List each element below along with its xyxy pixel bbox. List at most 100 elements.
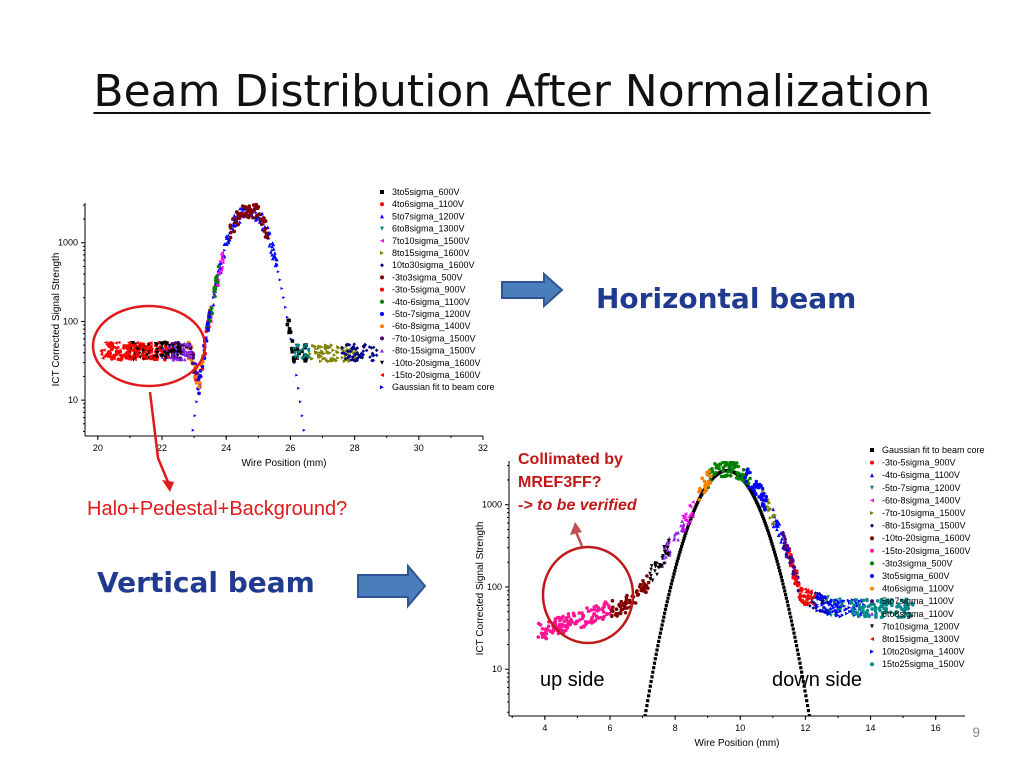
data-point [650,578,655,583]
data-point [681,529,686,533]
data-point [704,487,708,492]
data-point [569,619,573,623]
plot-area [99,203,379,432]
data-point [752,483,757,487]
gaussian-fit-point [780,579,784,583]
y-tick-label: 10 [68,395,78,405]
data-point [272,253,277,258]
legend-marker [380,202,384,207]
legend-entry: Gaussian fit to beam core [882,445,985,455]
gaussian-fit-point [659,627,663,631]
data-point [829,607,834,611]
data-point [820,595,824,599]
data-point [247,204,251,208]
data-point [273,251,277,255]
data-point [688,504,693,509]
data-point [207,314,211,319]
data-point [773,513,777,517]
gaussian-fit-point [795,644,799,648]
data-point [368,355,372,359]
data-point [201,354,205,358]
data-point [270,241,275,245]
gaussian-fit-point [647,694,651,698]
data-point [828,600,833,605]
legend-marker [870,536,874,541]
data-point [833,598,837,602]
data-point [755,484,760,489]
gaussian-fit-point [784,593,788,597]
data-point [767,508,771,513]
data-point [791,575,795,580]
data-point [890,598,894,602]
gaussian-fit-point [794,639,798,643]
data-point [741,468,746,472]
gaussian-fit-point [289,337,293,341]
data-point [836,599,841,604]
data-point [620,607,625,612]
data-point [590,615,594,620]
data-point [198,369,203,373]
gaussian-fit-point [652,661,657,665]
gaussian-fit-point [778,572,783,576]
data-point [803,587,807,591]
data-point [236,222,240,227]
data-point [344,352,348,357]
data-point [210,311,214,316]
data-point [679,523,683,528]
data-point [374,353,379,357]
series-points [697,469,713,502]
data-point [243,213,247,218]
legend-marker [870,637,874,641]
data-point [360,355,364,360]
data-point [248,210,253,214]
legend-entry: -8to-15sigma_1500V [392,346,476,356]
data-point [706,479,711,484]
data-point [713,462,717,466]
data-point [829,613,833,618]
data-point [726,463,731,467]
data-point [879,604,883,609]
data-point [762,498,766,503]
legend-entry: 8to15sigma_1600V [392,248,470,258]
data-point [884,607,889,611]
data-point [902,615,906,619]
data-point [229,230,233,235]
data-point [536,635,541,639]
data-point [586,620,591,624]
gaussian-fit-point [791,627,795,631]
data-point [717,462,722,467]
data-point [852,603,857,607]
data-point [798,595,802,600]
data-point [854,598,858,602]
gaussian-fit-point [302,428,306,432]
data-point [905,600,909,604]
data-point [820,603,825,607]
data-point [191,361,195,366]
series-points [308,343,359,364]
data-point [653,561,658,565]
data-point [613,612,618,617]
data-point [564,616,568,620]
gaussian-fit-point [661,619,665,623]
data-point [684,518,688,523]
data-point [688,513,692,517]
data-point [228,226,233,230]
data-point [687,503,692,507]
data-point [269,250,273,254]
data-point [303,352,307,357]
gaussian-fit-point [193,414,197,418]
data-point [890,603,894,608]
data-point [618,604,623,609]
legend-entry: 3to5sigma_600V [392,187,460,197]
x-tick-label: 8 [673,723,678,733]
data-point [577,611,582,615]
data-point [262,216,266,220]
data-point [681,525,685,529]
y-tick-label: 100 [487,582,502,592]
x-tick-label: 28 [350,443,360,453]
data-point [774,521,779,525]
data-point [859,605,863,610]
x-axis-label: Wire Position (mm) [694,738,779,749]
data-point [580,616,585,621]
legend-entry: 15to25sigma_1500V [882,659,965,669]
